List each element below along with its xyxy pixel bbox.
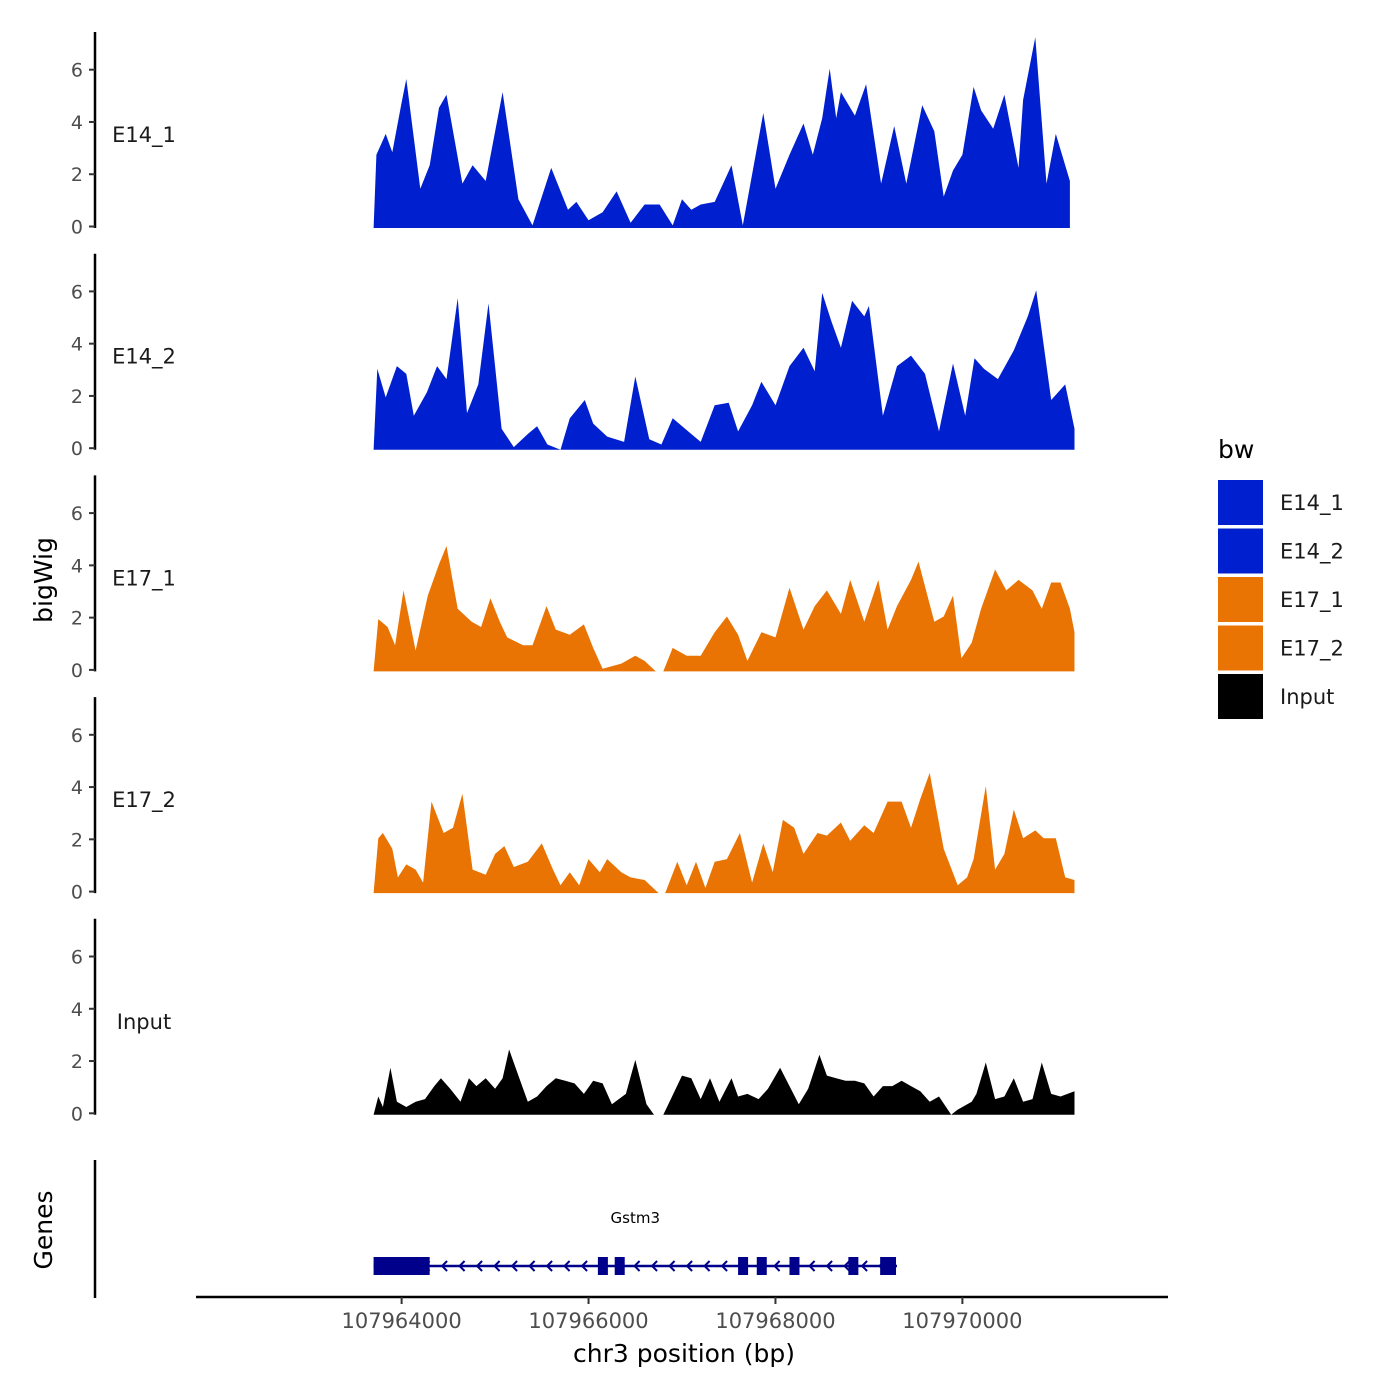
signal-area-Input [373, 1049, 1075, 1115]
y-tick-label: 6 [71, 947, 83, 969]
track-E17_2: 0 2 4 6 E17_2 [71, 697, 1075, 904]
legend-swatch [1218, 528, 1263, 574]
y-tick-label: 4 [71, 777, 83, 799]
y-tick-label: 6 [71, 725, 83, 747]
y-axis-title: bigWig [29, 537, 58, 623]
strand-arrow [843, 1260, 851, 1272]
x-tick-label: 107968000 [715, 1309, 835, 1333]
y-tick-label: 4 [71, 334, 83, 356]
y-tick-label: 0 [71, 438, 83, 460]
legend-swatch [1218, 480, 1263, 525]
signal-area-E14_1 [373, 37, 1070, 229]
legend-swatch [1218, 625, 1263, 671]
track-label: Input [117, 1010, 171, 1034]
legend-label: E17_2 [1280, 637, 1344, 662]
y-tick-label: 0 [71, 1103, 83, 1125]
strand-arrow [580, 1260, 588, 1272]
track-E14_1: 0 2 4 6 E14_1 [71, 32, 1070, 239]
y-tick-label: 0 [71, 882, 83, 904]
legend-label: E17_1 [1280, 588, 1344, 613]
strand-arrow [860, 1260, 868, 1272]
signal-area-E17_2 [373, 772, 1075, 894]
y-tick-label: 0 [71, 217, 83, 239]
track-E14_2: 0 2 4 6 E14_2 [71, 253, 1075, 460]
track-Input: 0 2 4 6 Input [71, 918, 1075, 1125]
strand-arrow [633, 1260, 641, 1272]
strand-arrow [493, 1260, 501, 1272]
y-tick-label: 4 [71, 112, 83, 134]
gene-exon [789, 1257, 800, 1275]
gene-exon [614, 1257, 625, 1275]
x-axis-title: chr3 position (bp) [573, 1339, 795, 1368]
genes-track-title: Genes [29, 1190, 58, 1269]
x-tick-label: 107970000 [902, 1309, 1022, 1333]
gene-exon [597, 1257, 608, 1275]
tracks-layer: 0 2 4 6 E14_1 0 2 4 6 E14_2 0 2 4 6 E17_1 0 2 4 6 E17_2 0 2 4 6… [71, 32, 1075, 1125]
signal-area-E14_2 [373, 290, 1075, 450]
track-label: E14_2 [112, 345, 176, 370]
x-axis: 107964000 107966000 107968000 107970000 [196, 1295, 1168, 1333]
strand-arrow [668, 1260, 676, 1272]
gene-label: Gstm3 [611, 1209, 660, 1227]
strand-arrow [685, 1260, 693, 1272]
strand-arrow [808, 1260, 816, 1272]
strand-arrow [563, 1260, 571, 1272]
strand-arrow [528, 1260, 536, 1272]
track-label: E14_1 [112, 123, 176, 148]
gene-exon [848, 1257, 859, 1275]
signal-area-E17_1 [373, 546, 1075, 672]
strand-arrow [773, 1260, 781, 1272]
strand-arrow [825, 1260, 833, 1272]
strand-arrow [720, 1260, 728, 1272]
strand-arrow [440, 1260, 448, 1272]
strand-arrow [475, 1260, 483, 1272]
y-tick-label: 2 [71, 386, 83, 408]
legend: E14_1 E14_2 E17_1 E17_2 Input [1218, 480, 1344, 719]
strand-arrow [458, 1260, 466, 1272]
legend-title: bw [1218, 435, 1254, 464]
strand-arrow [510, 1260, 518, 1272]
legend-swatch [1218, 674, 1263, 719]
legend-label: Input [1280, 685, 1334, 709]
y-tick-label: 2 [71, 608, 83, 630]
track-label: E17_1 [112, 566, 176, 591]
y-tick-label: 2 [71, 164, 83, 186]
legend-label: E14_1 [1280, 491, 1344, 516]
x-tick-label: 107966000 [528, 1309, 648, 1333]
legend-label: E14_2 [1280, 540, 1344, 565]
track-label: E17_2 [112, 788, 176, 813]
track-E17_1: 0 2 4 6 E17_1 [71, 475, 1075, 682]
y-tick-label: 0 [71, 660, 83, 682]
gene-exon [373, 1257, 430, 1275]
y-tick-label: 4 [71, 999, 83, 1021]
gene-exon [738, 1257, 749, 1275]
y-tick-label: 4 [71, 555, 83, 577]
genes-layer: Gstm3 [93, 1160, 897, 1298]
y-tick-label: 6 [71, 60, 83, 82]
strand-arrow [703, 1260, 711, 1272]
y-tick-label: 2 [71, 1051, 83, 1073]
strand-arrow [545, 1260, 553, 1272]
y-tick-label: 6 [71, 281, 83, 303]
gene-exon [880, 1257, 897, 1275]
legend-swatch [1218, 577, 1263, 622]
strand-arrow [650, 1260, 658, 1272]
y-tick-label: 6 [71, 503, 83, 525]
gene-exon [756, 1257, 767, 1275]
x-tick-label: 107964000 [341, 1309, 461, 1333]
y-tick-label: 2 [71, 829, 83, 851]
